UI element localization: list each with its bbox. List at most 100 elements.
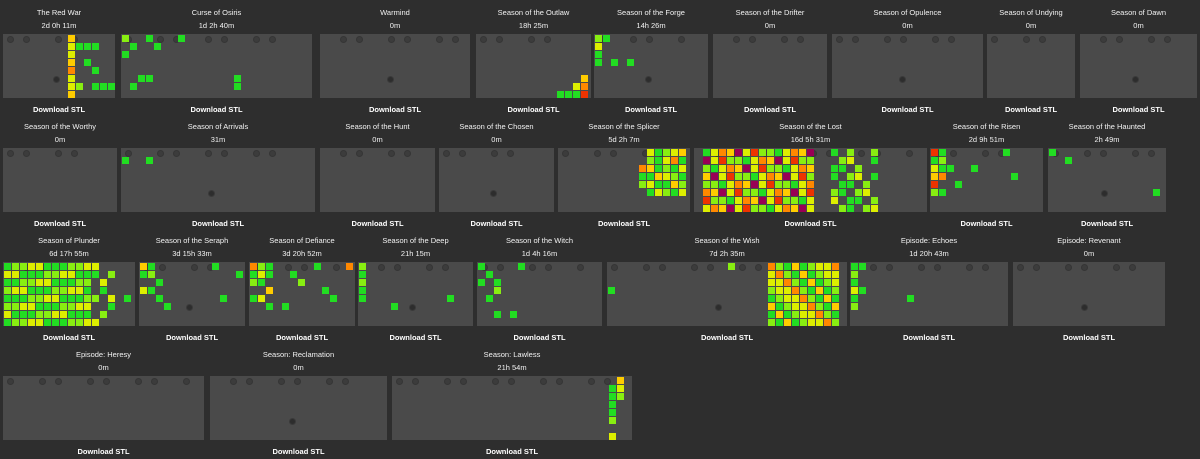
- season-title: Season of Arrivals: [187, 122, 249, 131]
- heatmap-cell: [20, 279, 27, 286]
- heatmap-cell: [234, 83, 241, 90]
- heatmap-cell: [791, 189, 798, 196]
- heatmap-cell: [727, 165, 734, 172]
- download-stl-button[interactable]: Download STL: [42, 333, 96, 342]
- download-stl-button[interactable]: Download STL: [368, 105, 422, 114]
- download-stl-button[interactable]: Download STL: [32, 105, 86, 114]
- season-heatmap: [392, 376, 632, 440]
- season-symbol-icon: [1039, 36, 1046, 43]
- download-stl-button[interactable]: Download STL: [743, 105, 797, 114]
- download-stl-button[interactable]: Download STL: [1112, 105, 1165, 114]
- heatmap-cell: [359, 287, 366, 294]
- download-stl-button[interactable]: Download STL: [700, 333, 754, 342]
- download-stl-button[interactable]: Download STL: [507, 105, 560, 114]
- season-symbol-icon: [7, 36, 14, 43]
- heatmap-cell: [557, 91, 564, 98]
- download-stl-button[interactable]: Download STL: [1004, 105, 1058, 114]
- season-title: Season of Defiance: [269, 236, 335, 245]
- download-stl-button[interactable]: Download STL: [597, 219, 651, 228]
- heatmap-cell: [60, 311, 67, 318]
- season-symbol-icon: [611, 264, 618, 271]
- download-stl-button[interactable]: Download STL: [784, 219, 837, 228]
- season-symbol-icon: [755, 264, 762, 271]
- heatmap-cell: [84, 271, 91, 278]
- download-stl-button[interactable]: Download STL: [470, 219, 523, 228]
- heatmap-cell: [783, 149, 790, 156]
- download-stl-button[interactable]: Download STL: [191, 219, 245, 228]
- heatmap-cell: [655, 157, 662, 164]
- season-title: Season of the Splicer: [588, 122, 660, 131]
- season-title: Season of the Seraph: [155, 236, 229, 245]
- download-stl-button[interactable]: Download STL: [881, 105, 934, 114]
- download-stl-button[interactable]: Download STL: [1062, 333, 1116, 342]
- heatmap-cell: [832, 319, 839, 326]
- download-stl-button[interactable]: Download STL: [960, 219, 1013, 228]
- download-stl-button[interactable]: Download STL: [190, 105, 243, 114]
- heatmap-cell: [955, 181, 962, 188]
- download-stl-button[interactable]: Download STL: [272, 447, 325, 456]
- season-title: Season of Dawn: [1110, 8, 1167, 17]
- season-symbol-icon: [87, 378, 94, 385]
- season-symbol-icon: [491, 150, 498, 157]
- season-symbol-icon: [103, 378, 110, 385]
- heatmap-cell: [609, 417, 616, 424]
- heatmap-cell: [663, 189, 670, 196]
- heatmap-cell: [258, 279, 265, 286]
- season-symbol-icon: [659, 264, 666, 271]
- heatmap-cell: [663, 149, 670, 156]
- heatmap-cell: [100, 83, 107, 90]
- heatmap-cell: [791, 205, 798, 212]
- heatmap-cell: [792, 287, 799, 294]
- download-stl-button[interactable]: Download STL: [77, 447, 130, 456]
- season-symbol-icon: [1017, 264, 1024, 271]
- download-stl-button[interactable]: Download STL: [165, 333, 219, 342]
- heatmap-cell: [617, 385, 624, 392]
- download-stl-button[interactable]: Download STL: [275, 333, 329, 342]
- season-symbol-icon: [577, 264, 584, 271]
- download-stl-button[interactable]: Download STL: [389, 333, 442, 342]
- heatmap-cell: [84, 59, 91, 66]
- download-stl-button[interactable]: Download STL: [624, 105, 678, 114]
- season-playtime: 0m: [98, 363, 109, 372]
- heatmap-cell: [807, 181, 814, 188]
- season-symbol-icon: [459, 150, 466, 157]
- heatmap-cell: [791, 149, 798, 156]
- download-stl-button[interactable]: Download STL: [351, 219, 404, 228]
- heatmap-cell: [863, 189, 870, 196]
- heatmap-cell: [298, 279, 305, 286]
- heatmap-cell: [36, 279, 43, 286]
- season-playtime: 6d 17h 55m: [49, 249, 89, 258]
- heatmap-cell: [20, 311, 27, 318]
- heatmap-cell: [52, 279, 59, 286]
- heatmap-cell: [703, 197, 710, 204]
- heatmap-cell: [4, 295, 11, 302]
- heatmap-cell: [60, 319, 67, 326]
- heatmap-cell: [52, 319, 59, 326]
- heatmap-cell: [831, 189, 838, 196]
- heatmap-cell: [727, 157, 734, 164]
- season-symbol-icon: [858, 150, 865, 157]
- heatmap-cell: [36, 311, 43, 318]
- season-symbol-icon: [191, 264, 198, 271]
- heatmap-cell: [783, 157, 790, 164]
- download-stl-button[interactable]: Download STL: [902, 333, 956, 342]
- heatmap-cell: [671, 165, 678, 172]
- heatmap-cell: [807, 205, 814, 212]
- heatmap-cell: [767, 197, 774, 204]
- download-stl-button[interactable]: Download STL: [485, 447, 539, 456]
- download-stl-button[interactable]: Download STL: [1080, 219, 1134, 228]
- heatmap-cell: [807, 173, 814, 180]
- season-playtime: 0m: [372, 135, 383, 144]
- heatmap-cell: [727, 173, 734, 180]
- download-stl-button[interactable]: Download STL: [513, 333, 566, 342]
- heatmap-cell: [808, 279, 815, 286]
- heatmap-cell: [28, 263, 35, 270]
- heatmap-cell: [20, 271, 27, 278]
- heatmap-cell: [258, 271, 265, 278]
- season-symbol-icon: [221, 36, 228, 43]
- download-stl-button[interactable]: Download STL: [33, 219, 87, 228]
- season-heatmap: [249, 262, 355, 326]
- season-symbol-icon: [884, 36, 891, 43]
- heatmap-cell: [68, 319, 75, 326]
- heatmap-cell: [28, 303, 35, 310]
